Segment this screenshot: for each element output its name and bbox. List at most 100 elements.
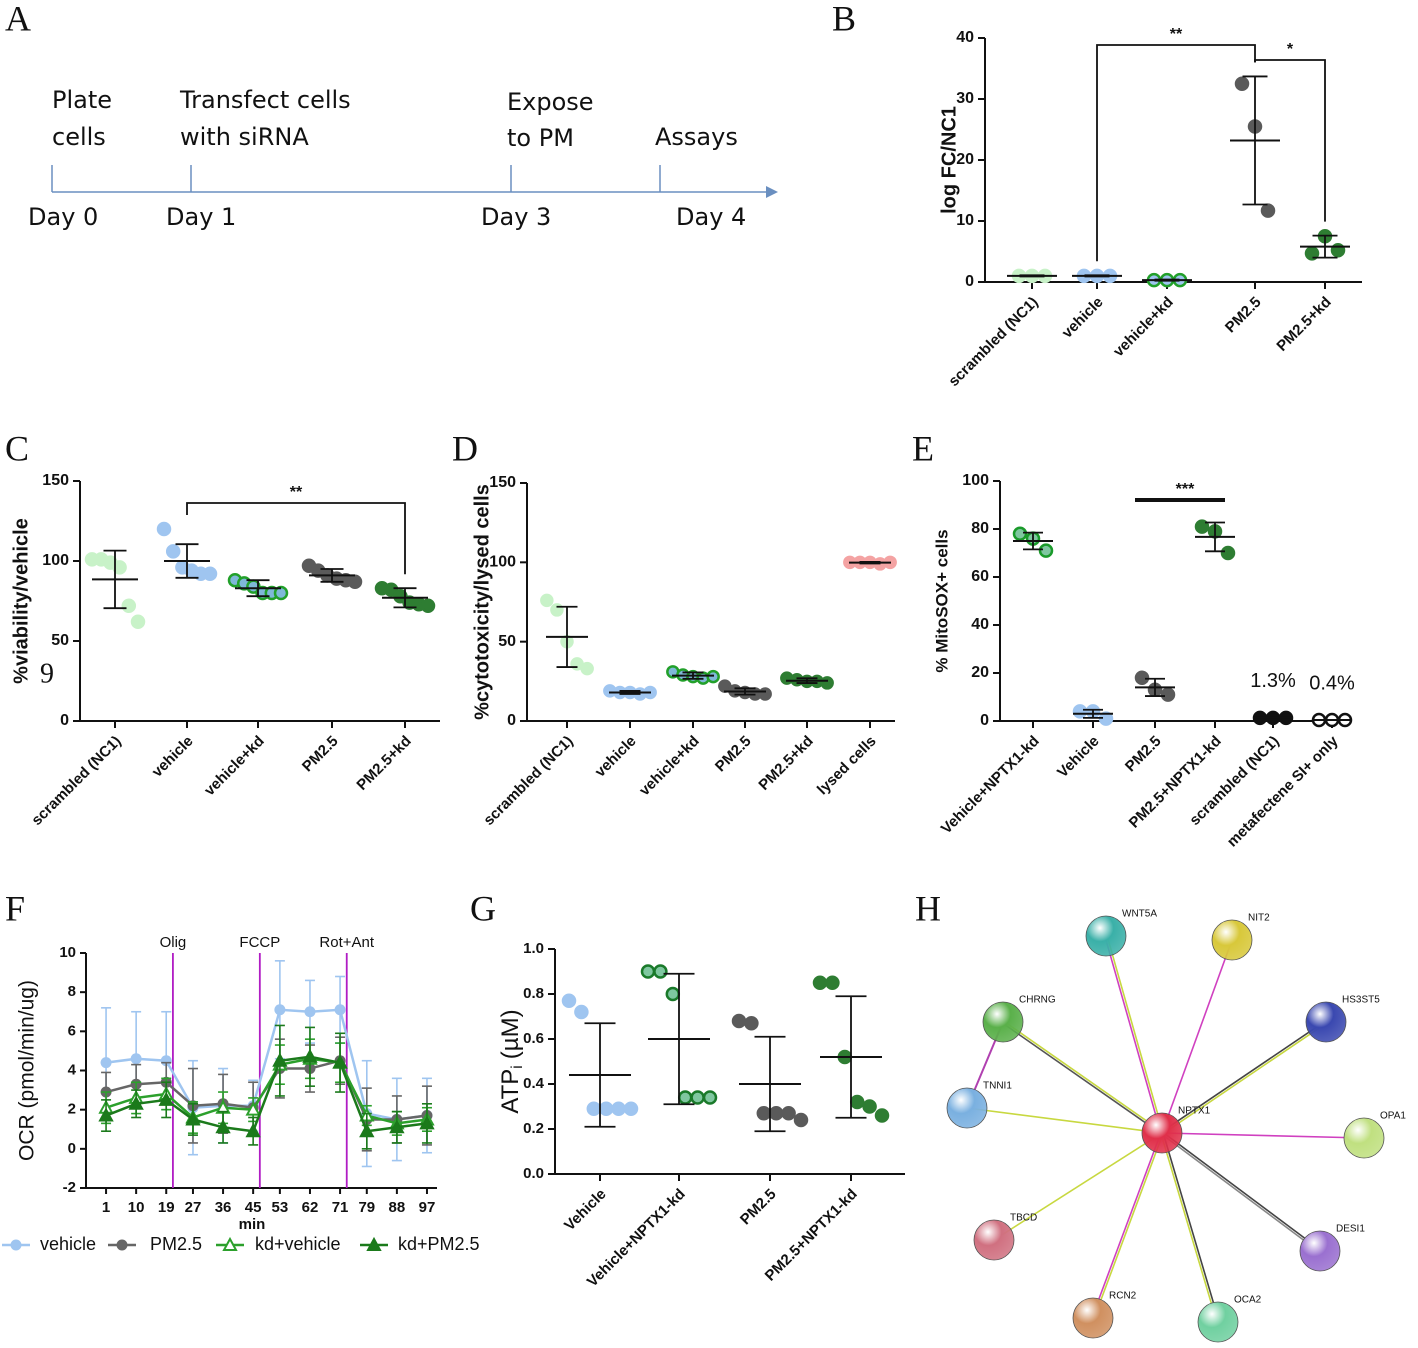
y-axis-label: OCR (pmol/min/ug) [16, 980, 39, 1161]
network-node-label: TBCD [1010, 1213, 1037, 1224]
significance-bracket [186, 502, 406, 575]
network-edge [1003, 1020, 1164, 1133]
y-tick-label: 40 [956, 29, 974, 46]
x-tick-label: 10 [128, 1199, 145, 1216]
y-tick-label: 0 [965, 273, 974, 290]
data-point [820, 676, 834, 690]
y-tick-label: 0 [507, 712, 516, 729]
x-tick-label: PM2.5+kd [1273, 294, 1334, 355]
marker [389, 1119, 405, 1134]
data-point [758, 687, 772, 701]
y-tick-label: 80 [971, 520, 989, 537]
timeline-day: Day 1 [166, 203, 236, 231]
y-tick-label: 0 [68, 1140, 76, 1157]
y-tick-label: 60 [971, 568, 989, 585]
y-tick-label: 0.0 [523, 1165, 544, 1182]
panel-label: B [832, 0, 856, 38]
significance-bracket [1096, 44, 1256, 262]
data-point [202, 566, 218, 582]
x-tick-label: 1 [102, 1199, 110, 1216]
value-label: 0.4% [1309, 672, 1355, 694]
data-point [540, 593, 554, 608]
marker [272, 1052, 288, 1067]
data-point [273, 585, 289, 601]
legend-label: vehicle [40, 1234, 96, 1254]
y-axis-label: % MitoSOX+ cells [932, 529, 951, 672]
network-node [1072, 1297, 1114, 1339]
data-point [561, 993, 577, 1008]
data-point [598, 1101, 614, 1116]
y-tick-label: 6 [68, 1022, 76, 1039]
y-tick-label: 2 [68, 1101, 76, 1118]
data-point [580, 661, 594, 676]
x-tick-label: 36 [215, 1199, 232, 1216]
network-edge [1093, 1133, 1164, 1319]
y-axis-label: ATPi (µM) [497, 1009, 526, 1113]
data-point [574, 1004, 589, 1020]
marker [334, 1004, 346, 1016]
network-edge [1091, 1132, 1162, 1318]
network-node [1141, 1112, 1183, 1154]
data-point [1038, 543, 1054, 558]
timeline-label: cells [52, 123, 106, 151]
marker [128, 1095, 144, 1110]
network-edge [993, 1132, 1163, 1241]
y-tick-label: 20 [971, 664, 989, 681]
y-tick-label: 1.0 [523, 940, 544, 957]
y-tick-label: 100 [962, 472, 989, 489]
network-node-label: TNNI1 [983, 1081, 1012, 1092]
network-edge [1162, 1022, 1328, 1135]
data-point [1234, 76, 1250, 91]
x-tick-label: Vehicle [561, 1186, 610, 1235]
network-node [982, 1001, 1024, 1043]
network-node [1085, 915, 1127, 957]
network-edge [1001, 1022, 1162, 1135]
x-tick-label: PM2.5 [712, 733, 755, 776]
network-node [1343, 1117, 1385, 1159]
x-tick-label: vehicle [149, 733, 197, 781]
data-point [1220, 545, 1236, 561]
x-tick-label: vehicle [592, 733, 640, 781]
network-node [1197, 1301, 1239, 1343]
y-tick-label: 0 [60, 712, 69, 729]
network-edge [1160, 1133, 1320, 1253]
y-tick-label: 0 [980, 712, 989, 729]
x-tick-label: PM2.5 [299, 733, 342, 776]
marker [100, 1057, 112, 1069]
x-tick-label: PM2.5+kd [353, 733, 414, 794]
x-tick-label: scrambled (NC1) [28, 733, 124, 829]
marker [245, 1101, 261, 1116]
data-point [130, 614, 146, 630]
data-point [756, 1106, 772, 1121]
network-node-label: HS3ST5 [1342, 995, 1380, 1006]
panel-label: A [5, 0, 31, 38]
x-tick-label: 19 [158, 1199, 175, 1216]
marker [245, 1123, 261, 1138]
panel-label: C [5, 428, 29, 468]
x-tick-label: scrambled (NC1) [945, 294, 1041, 390]
protocol-label: FCCP [239, 934, 280, 951]
y-axis-label-sub: i [509, 1065, 526, 1068]
data-point [1134, 670, 1150, 686]
marker [274, 1004, 286, 1016]
x-tick-label: 27 [185, 1199, 202, 1216]
x-tick-label: 53 [272, 1199, 289, 1216]
network-edge [1162, 1132, 1220, 1322]
timeline-label: Transfect cells [179, 86, 351, 114]
timeline-day: Day 3 [481, 203, 551, 231]
marker [222, 1236, 238, 1251]
marker [302, 1048, 318, 1063]
data-point [623, 1101, 639, 1116]
x-tick-label: PM2.5 [1222, 294, 1265, 337]
y-tick-label: 0.2 [523, 1120, 544, 1137]
panel-label: D [452, 428, 478, 468]
x-tick-label: PM2.5 [737, 1186, 780, 1229]
marker [10, 1239, 22, 1251]
x-tick-label: PM2.5+kd [755, 733, 816, 794]
x-tick-label: Vehicle+NPTX1-kd [938, 733, 1043, 838]
x-tick-label: vehicle+kd [636, 733, 703, 800]
y-tick-label: 50 [51, 632, 69, 649]
marker [215, 1119, 231, 1134]
timeline-label: Assays [655, 123, 738, 151]
x-tick-label: vehicle+kd [201, 733, 268, 800]
